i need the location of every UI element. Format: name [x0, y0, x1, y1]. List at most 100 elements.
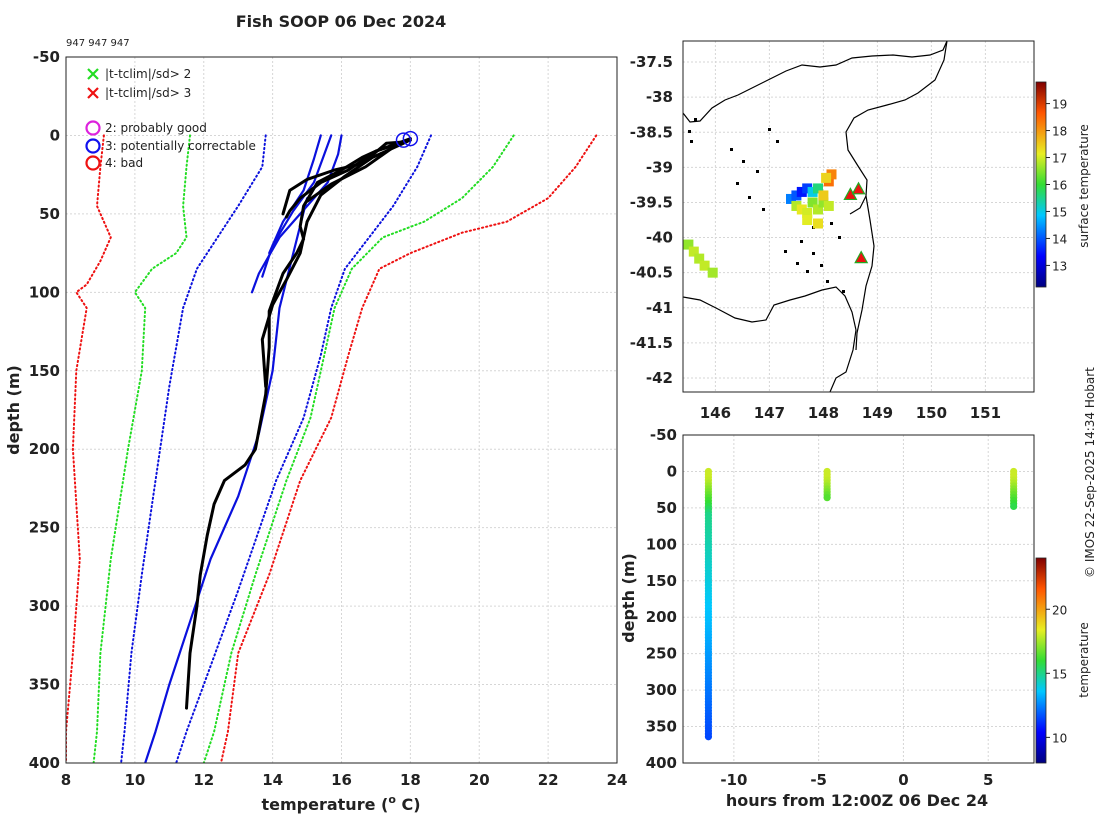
sst-observation [802, 215, 813, 226]
map-ytick-label: -40 [646, 229, 673, 247]
island-speck [830, 222, 833, 225]
island-speck [826, 280, 829, 283]
sst-observation [688, 246, 699, 257]
island-speck [776, 140, 779, 143]
map-colorbar-tick-label: 14 [1052, 232, 1067, 246]
profile-ytick-label: 250 [29, 519, 60, 537]
section-ytick-label: 150 [646, 572, 677, 590]
map-colorbar-tick-label: 13 [1052, 259, 1067, 273]
profile-series-clim-3sd [220, 134, 598, 763]
sst-observation [786, 193, 796, 204]
section-observation [1010, 502, 1018, 511]
legend-label: |t-tclim|/sd> 3 [105, 86, 191, 100]
profile-ytick-label: 200 [29, 440, 60, 458]
map-xtick-label: 147 [754, 404, 785, 422]
sst-observation [813, 183, 823, 194]
sst-observation [699, 260, 710, 271]
section-ytick-label: 250 [646, 645, 677, 663]
section-ytick-label: 300 [646, 681, 677, 699]
profile-series-clim-mean-deep [144, 197, 309, 763]
profile-xtick-label: 8 [61, 771, 71, 789]
profile-xtick-label: 20 [469, 771, 490, 789]
section-observation [823, 494, 831, 502]
map-colorbar-tick-label: 16 [1052, 179, 1067, 193]
xbt-drop-marker [851, 181, 866, 195]
section-colorbar-tick-label: 10 [1052, 731, 1067, 745]
section-ytick-label: 0 [667, 462, 677, 480]
profile-series-clim-2sd [92, 134, 191, 763]
map-colorbar-tick-label: 15 [1052, 205, 1067, 219]
map-ytick-label: -39 [646, 158, 673, 176]
profile-xtick-label: 14 [262, 771, 283, 789]
profile-ytick-label: 350 [29, 676, 60, 694]
sst-observation [818, 190, 829, 201]
island-speck [812, 252, 815, 255]
sst-observation [683, 239, 694, 250]
legend-label: 3: potentially correctable [105, 139, 256, 153]
instrument-id: 947 947 947 [66, 38, 130, 49]
island-speck [842, 290, 845, 293]
legend-circle-marker [85, 155, 101, 171]
profile-plot: 8 10 12 14 16 18 20 22 24 -50 0 50 100 150 200 250 300 35… [4, 48, 627, 814]
sst-observation [802, 207, 813, 218]
section-colorbar-tick-label: 15 [1052, 667, 1067, 681]
profile-series-clim-1sd [120, 134, 267, 763]
profile-ytick-label: 300 [29, 597, 60, 615]
sst-observation [791, 190, 802, 201]
flag-circle-marker [395, 132, 412, 148]
section-ytick-label: 50 [656, 499, 677, 517]
sst-observation [813, 218, 823, 229]
profile-series-clim-3sd [66, 134, 112, 763]
profile-xtick-label: 16 [331, 771, 352, 789]
map-xtick-label: 150 [916, 404, 947, 422]
island-speck [736, 182, 739, 185]
profile-series-clim-2sd [202, 134, 515, 763]
profile-ytick-label: 400 [29, 754, 60, 772]
island-speck [690, 140, 693, 143]
island-speck [730, 148, 733, 151]
map-colorbar-tick-label: 18 [1052, 125, 1067, 139]
section-xlabel: hours from 12:00Z 06 Dec 24 [726, 791, 988, 810]
legend-label: 2: probably good [105, 121, 207, 135]
flag-circle-marker [402, 130, 419, 147]
victoria-east-coast [845, 41, 948, 215]
island-speck [800, 240, 803, 243]
legend-circle-marker [85, 120, 101, 136]
legend-circle-marker [85, 138, 101, 154]
map-ytick-label: -38.5 [630, 123, 673, 141]
map-ytick-label: -41 [646, 299, 673, 317]
section-xtick-label: 0 [898, 771, 908, 789]
sst-observation [813, 204, 823, 215]
map-colorbar-tick-label: 17 [1052, 152, 1067, 166]
sst-observation [796, 186, 807, 197]
profile-ytick-label: -50 [33, 48, 60, 66]
profile-series-observed-cast-5 [305, 143, 399, 203]
sst-observation [807, 197, 818, 208]
profile-xlabel: temperature (o C) [261, 793, 420, 814]
credit-label: © IMOS 22-Sep-2025 14:34 Hobart [1083, 367, 1097, 578]
island-speck [768, 128, 771, 131]
sst-observation [821, 172, 832, 183]
island-speck [838, 236, 841, 239]
tasmania-east-coast [855, 195, 875, 351]
map-xtick-label: 146 [700, 404, 731, 422]
section-colorbar-label: temperature [1077, 622, 1091, 697]
profile-ytick-label: 50 [39, 205, 60, 223]
section-colorbar [1035, 557, 1047, 764]
map-xtick-label: 149 [862, 404, 893, 422]
map-ytick-label: -38 [646, 88, 673, 106]
legend-label: |t-tclim|/sd> 2 [105, 67, 191, 81]
map-ytick-label: -42 [646, 369, 673, 387]
map-colorbar-tick-label: 19 [1052, 98, 1067, 112]
map-ytick-label: -40.5 [630, 264, 673, 282]
legend-x-marker [87, 87, 99, 99]
section-ytick-label: 100 [646, 535, 677, 553]
map-xtick-label: 151 [970, 404, 1001, 422]
island-speck [742, 160, 745, 163]
profile-series-observed-cast-1 [185, 137, 412, 710]
profile-xtick-label: 24 [607, 771, 628, 789]
island-speck [806, 270, 809, 273]
section-frame [682, 434, 1035, 764]
